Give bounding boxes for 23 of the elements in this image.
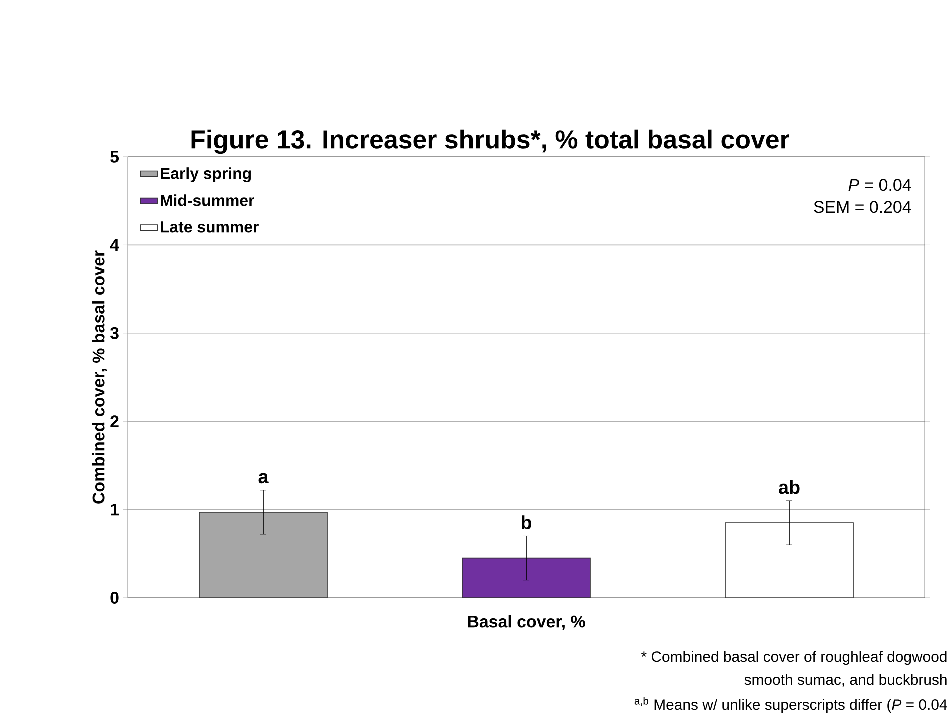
y-tick-label: 2 bbox=[110, 416, 119, 428]
legend-label: Early spring bbox=[161, 168, 252, 183]
text: smooth sumac, and buckbrush bbox=[744, 674, 947, 687]
data-label: b bbox=[522, 516, 532, 530]
y-tick-label: 0 bbox=[110, 592, 119, 604]
annotation: P = 0.04 bbox=[848, 179, 912, 192]
y-tick-label: 1 bbox=[111, 504, 120, 516]
chart-title: Figure 13. Increaser shrubs*, % total basal cover bbox=[192, 130, 790, 154]
annotation: SEM = 0.204 bbox=[814, 201, 912, 214]
data-label: ab bbox=[779, 480, 800, 494]
y-tick-label: 3 bbox=[110, 327, 119, 340]
bar bbox=[199, 512, 328, 598]
text: $^{a,b}$ Means w/ unlike superscripts differ (P = 0.04 bbox=[634, 697, 948, 714]
y-axis-title: Combined cover, % basal cover bbox=[92, 250, 108, 504]
y-tick-label: 5 bbox=[110, 151, 120, 163]
data-label: a bbox=[258, 473, 269, 484]
bar bbox=[725, 522, 854, 598]
bar bbox=[462, 558, 591, 598]
text: * Combined basal cover of roughleaf dogwood bbox=[641, 651, 947, 666]
legend-label: Late summer bbox=[161, 222, 259, 233]
x-axis-title: Basal cover, % bbox=[468, 615, 586, 630]
legend-label: Mid-summer bbox=[161, 194, 254, 206]
y-tick-label: 4 bbox=[110, 239, 120, 252]
